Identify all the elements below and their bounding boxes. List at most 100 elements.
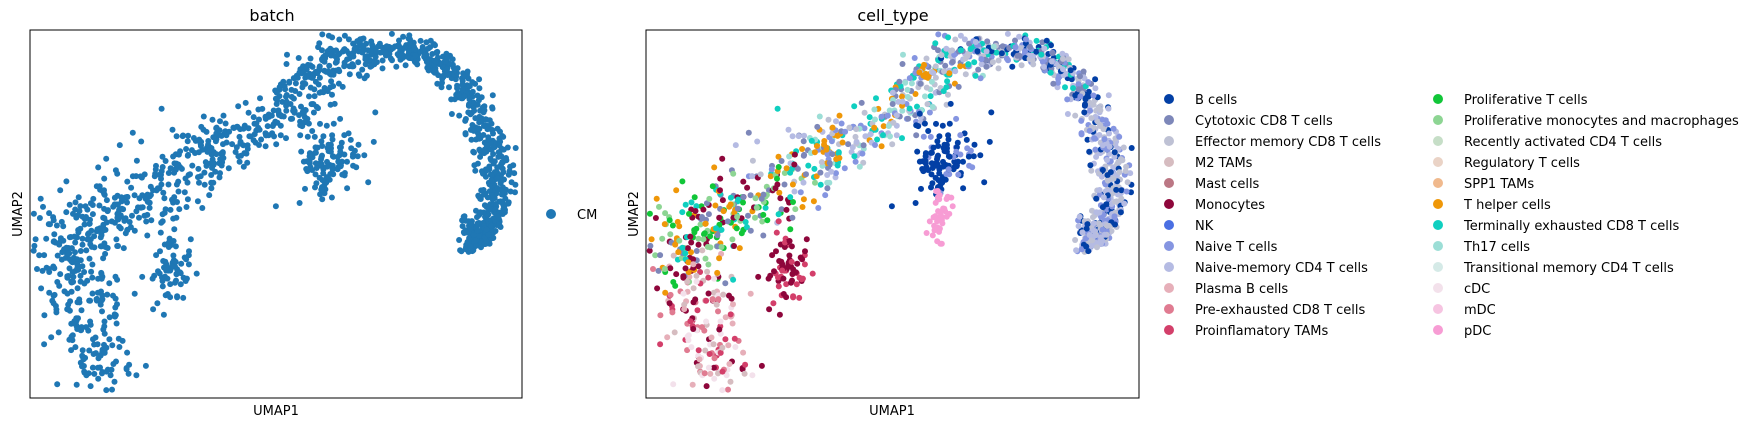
scatter-point bbox=[495, 149, 502, 156]
scatter-point bbox=[1128, 189, 1134, 196]
scatter-point bbox=[946, 70, 953, 77]
scatter-point bbox=[189, 162, 196, 169]
scatter-point bbox=[144, 191, 151, 198]
scatter-point bbox=[70, 273, 77, 280]
scatter-point bbox=[732, 344, 739, 350]
scatter-point bbox=[1079, 229, 1086, 236]
scatter-point bbox=[736, 245, 743, 252]
legend-marker bbox=[1433, 199, 1443, 209]
scatter-point bbox=[906, 75, 913, 82]
scatter-point bbox=[129, 212, 135, 219]
scatter-point bbox=[83, 324, 89, 331]
scatter-point bbox=[262, 113, 269, 120]
scatter-point bbox=[133, 372, 140, 379]
scatter-point bbox=[434, 80, 441, 87]
scatter-point bbox=[198, 123, 205, 130]
scatter-point bbox=[656, 203, 662, 210]
scatter-point bbox=[136, 214, 142, 221]
scatter-point bbox=[1033, 48, 1040, 55]
scatter-point bbox=[719, 344, 726, 351]
scatter-point bbox=[738, 230, 745, 237]
scatter-point bbox=[183, 146, 190, 152]
scatter-point bbox=[957, 151, 964, 158]
scatter-point bbox=[460, 213, 467, 220]
scatter-point bbox=[873, 95, 879, 102]
scatter-point bbox=[330, 70, 337, 77]
scatter-point bbox=[144, 232, 151, 239]
scatter-point bbox=[947, 100, 954, 107]
scatter-point bbox=[936, 133, 943, 140]
scatter-point bbox=[474, 101, 481, 108]
scatter-point bbox=[220, 112, 227, 119]
scatter-point bbox=[75, 194, 82, 201]
scatter-point bbox=[476, 85, 483, 92]
scatter-point bbox=[53, 222, 60, 229]
scatter-point bbox=[842, 128, 849, 135]
scatter-point bbox=[1090, 220, 1097, 227]
scatter-point bbox=[789, 181, 796, 188]
scatter-point bbox=[787, 226, 794, 233]
scatter-point bbox=[921, 120, 928, 127]
scatter-point bbox=[176, 206, 183, 213]
scatter-point bbox=[89, 261, 96, 268]
scatter-point bbox=[417, 48, 424, 55]
scatter-point bbox=[316, 63, 323, 70]
scatter-point bbox=[731, 335, 738, 342]
scatter-point bbox=[75, 229, 82, 236]
scatter-point bbox=[1012, 37, 1018, 44]
scatter-point bbox=[802, 248, 808, 255]
scatter-point bbox=[36, 215, 43, 221]
scatter-point bbox=[780, 291, 787, 297]
scatter-point bbox=[183, 204, 190, 210]
scatter-point bbox=[960, 158, 966, 165]
scatter-point bbox=[225, 165, 232, 172]
scatter-point bbox=[328, 194, 335, 201]
scatter-point bbox=[846, 124, 853, 131]
scatter-point bbox=[661, 221, 668, 228]
scatter-point bbox=[474, 227, 481, 234]
scatter-point bbox=[110, 361, 117, 367]
scatter-point bbox=[773, 229, 780, 236]
scatter-point bbox=[1016, 33, 1023, 40]
scatter-point bbox=[701, 231, 707, 238]
scatter-point bbox=[108, 218, 115, 225]
scatter-point bbox=[949, 47, 956, 54]
scatter-point bbox=[85, 370, 92, 377]
scatter-point bbox=[236, 158, 243, 165]
scatter-point bbox=[754, 138, 761, 145]
scatter-point bbox=[30, 247, 37, 254]
scatter-point bbox=[1081, 109, 1088, 116]
scatter-point bbox=[138, 138, 145, 145]
scatter-point bbox=[354, 153, 361, 160]
scatter-point bbox=[775, 283, 782, 290]
scatter-point bbox=[122, 215, 129, 222]
scatter-point bbox=[1106, 151, 1113, 157]
scatter-point bbox=[995, 65, 1002, 72]
scatter-point bbox=[998, 50, 1005, 57]
scatter-point bbox=[1122, 168, 1129, 174]
scatter-point bbox=[814, 123, 821, 130]
scatter-point bbox=[880, 132, 886, 139]
scatter-point bbox=[471, 107, 478, 114]
scatter-point bbox=[928, 171, 935, 178]
scatter-point bbox=[467, 243, 474, 250]
scatter-point bbox=[283, 93, 289, 100]
scatter-point bbox=[1090, 101, 1097, 108]
scatter-point bbox=[667, 265, 674, 272]
scatter-point bbox=[92, 334, 99, 341]
scatter-point bbox=[732, 142, 739, 149]
scatter-point bbox=[68, 333, 75, 340]
scatter-point bbox=[952, 36, 959, 43]
scatter-point bbox=[468, 136, 475, 143]
scatter-point bbox=[740, 194, 747, 200]
legend-item: Naive T cells bbox=[1164, 240, 1278, 255]
legend-item: Regulatory T cells bbox=[1433, 156, 1580, 171]
scatter-point bbox=[144, 211, 151, 218]
scatter-point bbox=[841, 165, 848, 172]
scatter-point bbox=[747, 290, 754, 297]
scatter-point bbox=[1119, 157, 1126, 164]
cell-type-panel: cell_type UMAP1 UMAP2 B cells Cytotoxic C… bbox=[627, 6, 1739, 419]
scatter-point bbox=[235, 153, 242, 160]
scatter-point bbox=[195, 149, 202, 156]
scatter-point bbox=[923, 84, 930, 91]
